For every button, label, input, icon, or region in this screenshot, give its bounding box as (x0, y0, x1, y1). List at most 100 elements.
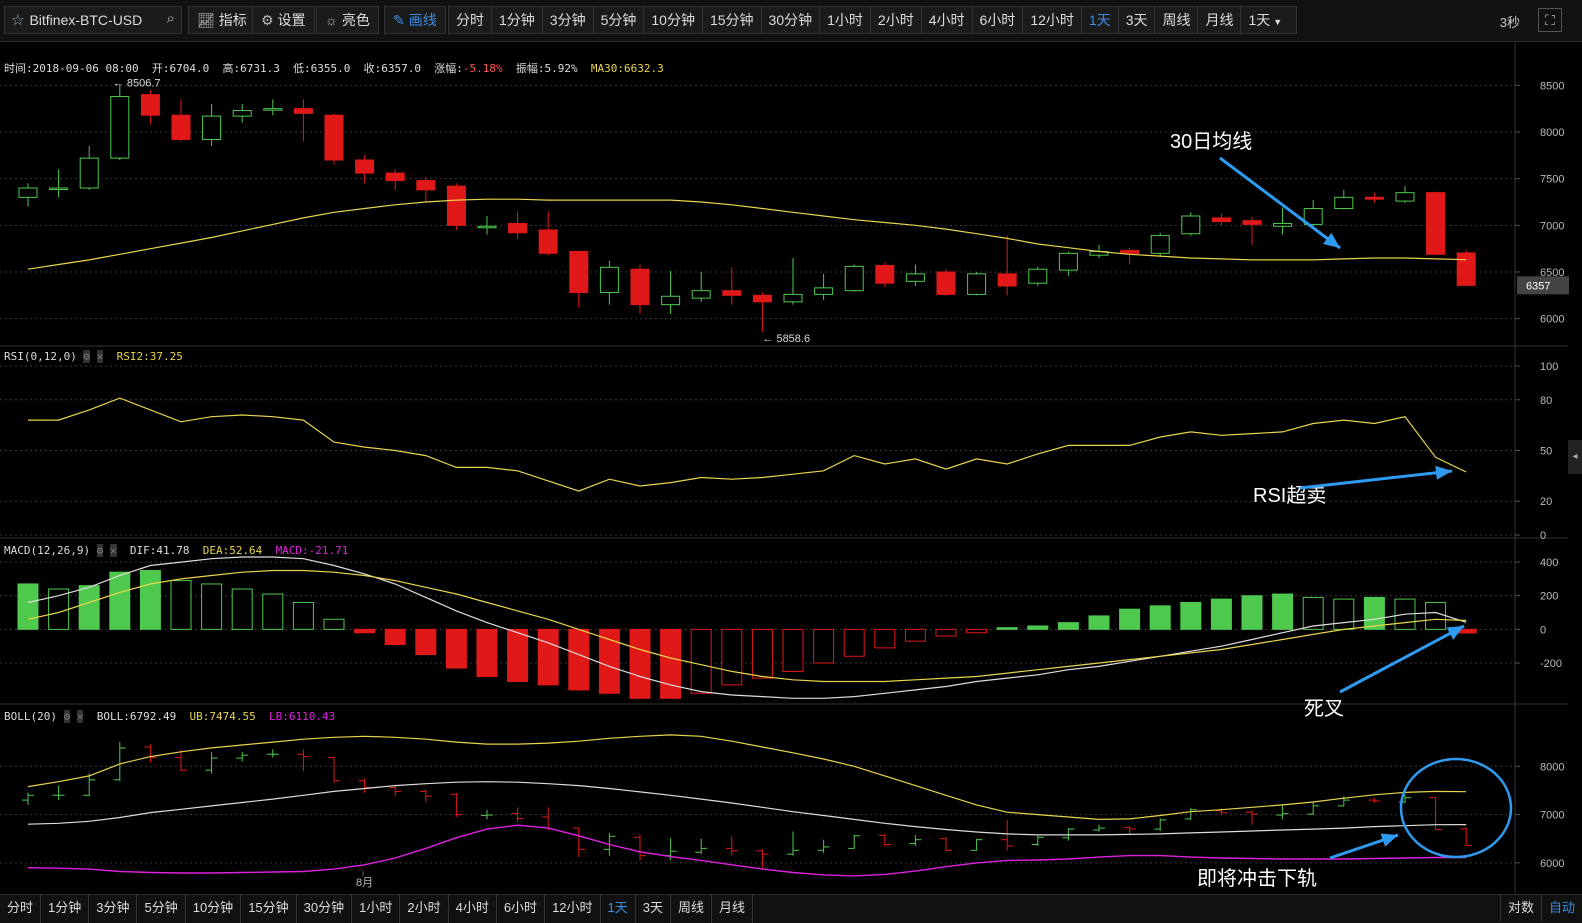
macd-tick-label: 400 (1540, 557, 1558, 569)
last-price-label: 6357 (1526, 280, 1550, 292)
macd-bar (1302, 596, 1324, 630)
bottom-period-tab[interactable]: 3天 (636, 895, 671, 923)
period-tab[interactable]: 12小时 (1023, 7, 1082, 33)
bottom-period-tab[interactable]: 5分钟 (137, 895, 186, 923)
draw-line-label: 画线 (408, 12, 437, 28)
boll-settings-icon[interactable]: ⚙ (63, 710, 71, 723)
macd-bar (1363, 596, 1385, 630)
bottom-period-tab[interactable]: 周线 (671, 895, 713, 923)
macd-close-icon[interactable]: ✕ (109, 544, 117, 557)
macd-bar (690, 628, 712, 694)
period-tab[interactable]: 3分钟 (543, 7, 594, 33)
bottom-period-tab[interactable]: 1天 (601, 895, 636, 923)
candle-body (538, 229, 558, 254)
side-panel-toggle-icon[interactable]: ◂ (1568, 440, 1582, 474)
period-tab[interactable]: 周线 (1155, 7, 1199, 33)
macd-bar (139, 570, 161, 630)
fullscreen-icon[interactable]: ⛶ (1538, 8, 1562, 32)
annotation-ma30: 30日均线 (1170, 130, 1252, 153)
period-tab[interactable]: 5分钟 (594, 7, 645, 33)
macd-bar (629, 628, 651, 699)
refresh-interval[interactable]: 3秒 (1499, 15, 1520, 30)
candle-body (1120, 250, 1140, 254)
period-tab[interactable]: 月线 (1198, 7, 1242, 33)
period-dropdown[interactable]: 1天 ▼ (1241, 7, 1296, 33)
bottom-period-tab[interactable]: 30分钟 (297, 895, 353, 923)
indicator-button[interactable]: 📈︎ 指标 (188, 6, 256, 34)
macd-value: MACD:-21.71 (275, 544, 349, 557)
bottom-period-tab[interactable]: 4小时 (449, 895, 497, 923)
candle-body (18, 187, 38, 198)
toolbar: ☆ Bitfinex-BTC-USD ⌕ 📈︎ 指标 ⚙ 设置 ☼ 亮色 ✎ 画线 分时… (0, 0, 1582, 42)
period-tab[interactable]: 4小时 (922, 7, 973, 33)
macd-bar (476, 628, 498, 677)
bottom-period-tab[interactable]: 2小时 (400, 895, 449, 923)
candle-body (508, 222, 528, 234)
last-price-tag (1517, 276, 1569, 295)
macd-bar (1241, 595, 1263, 630)
candle-body (355, 159, 375, 174)
draw-line-button[interactable]: ✎ 画线 (384, 6, 446, 34)
bottom-period-tab[interactable]: 月线 (712, 895, 754, 923)
period-tab[interactable]: 6小时 (973, 7, 1024, 33)
settings-button[interactable]: ⚙ 设置 (252, 6, 315, 34)
bottom-period-bar: 分时 1分钟 3分钟 5分钟 10分钟 15分钟 30分钟 1小时 2小时 4小时 6小时 12小时 1… (0, 894, 1582, 923)
macd-header: MACD(12,26,9) ⚙ ✕ DIF:41.78 DEA:52.64 MA… (4, 544, 348, 557)
period-tab[interactable]: 30分钟 (762, 7, 821, 33)
amplitude-info: 振幅:5.92% (515, 62, 578, 75)
macd-settings-icon[interactable]: ⚙ (96, 544, 104, 557)
gear-icon: ⚙ (261, 11, 274, 28)
candle-body (1242, 220, 1262, 225)
period-tab[interactable]: 15分钟 (703, 7, 762, 33)
boll-ub-line (27, 734, 1467, 821)
auto-scale-button[interactable]: 自动 (1540, 895, 1582, 921)
period-tab[interactable]: 3天 (1119, 7, 1156, 33)
search-icon[interactable]: ⌕ (166, 10, 175, 27)
candle-body (110, 96, 130, 159)
log-scale-button[interactable]: 对数 (1499, 895, 1541, 921)
symbol-selector[interactable]: ☆ Bitfinex-BTC-USD ⌕ (4, 6, 182, 34)
candle-body (1426, 192, 1446, 255)
bottom-period-tab[interactable]: 1小时 (352, 895, 401, 923)
candle-body (905, 273, 925, 282)
bottom-period-tab[interactable]: 10分钟 (186, 895, 242, 923)
period-tab[interactable]: 1小时 (820, 7, 871, 33)
annotation-lower-band-arrow-head (1380, 833, 1398, 847)
macd-bar (721, 628, 743, 686)
candle-body (875, 264, 895, 284)
macd-tick-label: 0 (1540, 624, 1546, 636)
bottom-period-tab[interactable]: 6小时 (497, 895, 546, 923)
macd-tick-label: 200 (1540, 591, 1558, 603)
boll-close-icon[interactable]: ✕ (76, 710, 84, 723)
candle-body (1395, 192, 1415, 202)
period-tabs: 分时 1分钟 3分钟 5分钟 10分钟 15分钟 30分钟 1小时 2小时 4小时 6小时 12小时 1… (448, 6, 1298, 34)
ma30-info: MA30:6632.3 (590, 62, 664, 75)
bottom-period-tab[interactable]: 15分钟 (241, 895, 297, 923)
bottom-period-tab[interactable]: 12小时 (545, 895, 601, 923)
scale-options: 对数 自动 (1499, 895, 1582, 921)
light-theme-button[interactable]: ☼ 亮色 (316, 6, 379, 34)
period-tab[interactable]: 1分钟 (492, 7, 543, 33)
boll-tick-label: 6000 (1540, 858, 1564, 870)
macd-bar (537, 628, 559, 686)
low-info: 低:6355.0 (293, 62, 351, 75)
period-tab[interactable]: 1天 (1082, 7, 1119, 33)
boll-tick-label: 8000 (1540, 761, 1564, 773)
candle-body (293, 108, 313, 114)
rsi-close-icon[interactable]: ✕ (96, 350, 104, 363)
bottom-period-tab[interactable]: 1分钟 (41, 895, 90, 923)
annotation-death-cross-arrow-head (1446, 626, 1464, 640)
period-tab[interactable]: 2小时 (871, 7, 922, 33)
rsi-settings-icon[interactable]: ⚙ (83, 350, 91, 363)
candle-body (140, 94, 160, 116)
sun-icon: ☼ (325, 12, 338, 28)
bottom-period-tab[interactable]: 3分钟 (89, 895, 138, 923)
period-tab[interactable]: 10分钟 (644, 7, 703, 33)
macd-bar (1149, 605, 1171, 630)
bottom-period-tab[interactable]: 分时 (0, 895, 42, 923)
period-tab[interactable]: 分时 (449, 7, 492, 33)
macd-bar (1180, 601, 1202, 630)
star-icon[interactable]: ☆ (11, 12, 25, 29)
macd-bar (1272, 593, 1294, 630)
